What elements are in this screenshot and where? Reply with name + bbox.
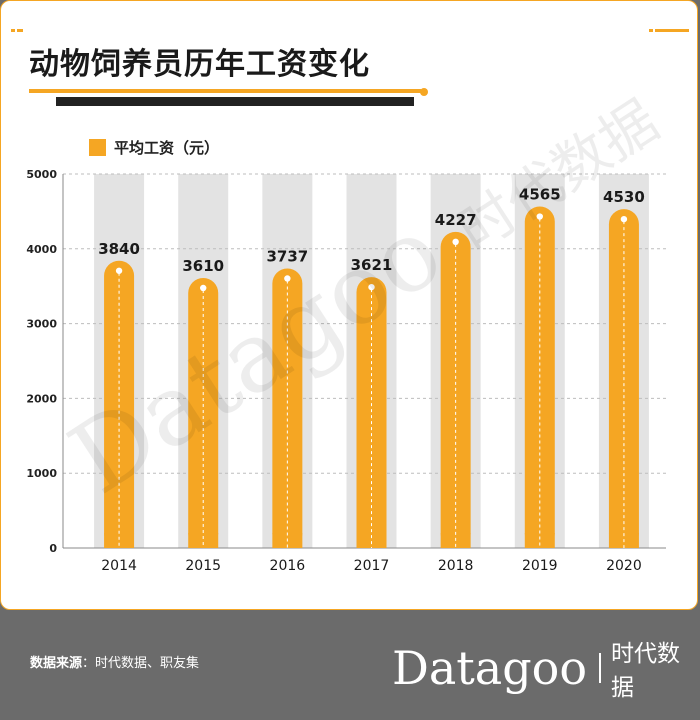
x-tick-label-2014: 2014 (101, 558, 137, 574)
data-label-2017: 3621 (351, 256, 393, 274)
data-label-2014: 3840 (98, 240, 140, 258)
data-source: 数据来源：时代数据、职友集 (30, 652, 199, 671)
data-label-2015: 3610 (182, 257, 224, 275)
x-tick-label-2016: 2016 (270, 558, 306, 574)
title-underline-dot (420, 88, 428, 96)
bar-2014 (104, 260, 135, 548)
x-tick-label-2018: 2018 (438, 558, 474, 574)
x-tick-label-2019: 2019 (522, 558, 558, 574)
data-label-2019: 4565 (519, 186, 561, 204)
legend-swatch (89, 139, 106, 156)
x-tick-label-2020: 2020 (606, 558, 642, 574)
y-tick-label-0: 0 (49, 542, 57, 555)
source-text: ：时代数据、职友集 (82, 656, 200, 671)
corner-accent-left (11, 29, 15, 32)
bar-2015 (188, 277, 219, 548)
brand-separator (599, 653, 601, 683)
title-underline-orange (29, 89, 421, 93)
bar-marker-2020 (620, 215, 628, 223)
data-label-2018: 4227 (435, 211, 477, 229)
x-tick-label-2017: 2017 (354, 558, 390, 574)
bar-base-2014 (104, 533, 135, 548)
bar-marker-2019 (536, 213, 543, 220)
corner-accent-left-2 (17, 29, 23, 32)
bar-base-2015 (188, 533, 219, 548)
bar-marker-2016 (284, 275, 291, 282)
y-tick-label-3000: 3000 (26, 318, 57, 331)
y-tick-label-2000: 2000 (26, 392, 57, 405)
source-label: 数据来源 (30, 656, 83, 671)
y-tick-label-5000: 5000 (26, 168, 57, 181)
y-tick-label-1000: 1000 (26, 467, 57, 480)
data-label-2016: 3737 (266, 247, 308, 265)
bar-2017 (356, 277, 387, 548)
corner-accent-right (649, 29, 653, 32)
legend-label: 平均工资（元） (114, 139, 220, 157)
brand-cn: 时代数据 (611, 641, 680, 701)
data-label-2020: 4530 (603, 188, 645, 206)
chart-title: 动物饲养员历年工资变化 (29, 47, 370, 82)
brand-logo: Datagoo 时代数据 (392, 634, 700, 702)
x-tick-label-2015: 2015 (185, 558, 221, 574)
bar-chart: 0 1000 2000 3000 4000 5000 3840 2014 3610 2015 373… (26, 168, 666, 574)
title-underline-dark (56, 97, 414, 106)
bar-base-2017 (356, 533, 387, 548)
footer: 数据来源：时代数据、职友集 Datagoo 时代数据 (0, 612, 700, 720)
bar-marker-2015 (200, 284, 207, 292)
y-tick-label-4000: 4000 (26, 243, 57, 256)
chart-card: 动物饲养员历年工资变化 平均工资（元） 0 1000 2000 3000 4000 500… (0, 0, 698, 610)
corner-accent-right-2 (655, 29, 689, 32)
bar-marker-2018 (452, 238, 459, 246)
bar-marker-2017 (368, 283, 375, 291)
bar-base-2019 (524, 533, 555, 548)
bar-marker-2014 (115, 267, 123, 274)
brand-en: Datagoo (392, 641, 588, 695)
legend: 平均工资（元） (89, 137, 219, 158)
